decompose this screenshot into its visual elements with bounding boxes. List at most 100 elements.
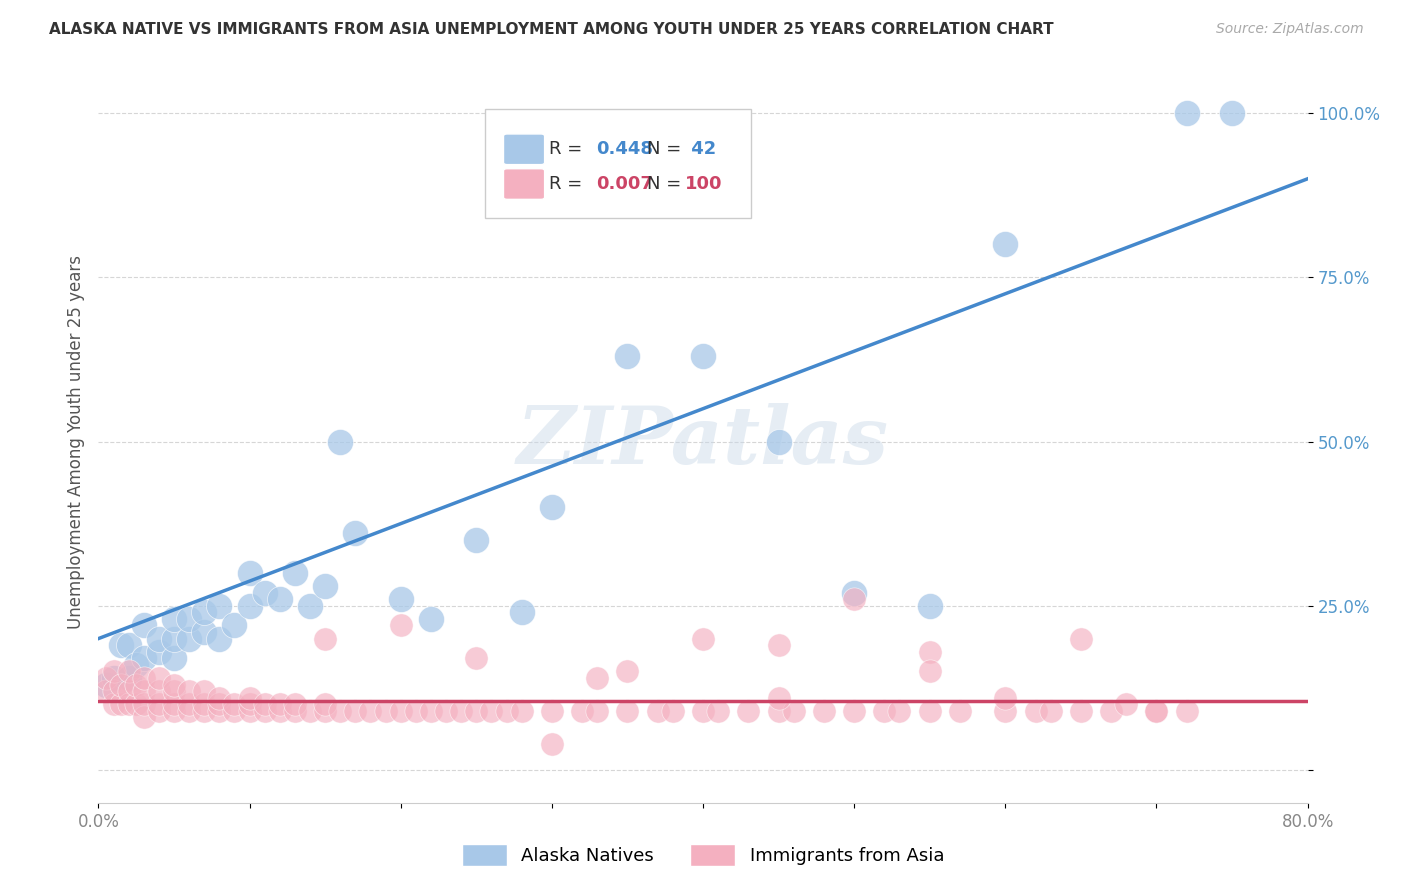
Point	[125, 657, 148, 672]
Point	[692, 349, 714, 363]
Point	[616, 349, 638, 363]
Point	[103, 684, 125, 698]
Point	[450, 704, 472, 718]
Point	[329, 434, 352, 449]
Point	[661, 704, 683, 718]
Point	[1099, 704, 1122, 718]
Point	[94, 684, 117, 698]
Point	[586, 671, 609, 685]
Point	[179, 698, 201, 712]
Point	[148, 698, 170, 712]
Point	[132, 618, 155, 632]
Point	[495, 704, 517, 718]
Point	[540, 704, 562, 718]
Point	[132, 684, 155, 698]
Point	[208, 698, 231, 712]
Point	[586, 704, 609, 718]
Point	[179, 704, 201, 718]
Point	[389, 704, 412, 718]
Point	[540, 737, 562, 751]
Point	[193, 605, 215, 619]
Point	[374, 704, 396, 718]
Point	[239, 599, 262, 613]
Text: Source: ZipAtlas.com: Source: ZipAtlas.com	[1216, 22, 1364, 37]
Point	[224, 698, 246, 712]
Point	[707, 704, 730, 718]
Point	[813, 704, 835, 718]
Point	[253, 585, 276, 599]
Point	[148, 704, 170, 718]
Point	[118, 638, 141, 652]
Legend: Alaska Natives, Immigrants from Asia: Alaska Natives, Immigrants from Asia	[454, 837, 952, 873]
Point	[118, 665, 141, 679]
Text: R =: R =	[550, 175, 589, 193]
Point	[465, 533, 488, 547]
Point	[284, 566, 307, 580]
Point	[314, 579, 336, 593]
Point	[269, 698, 291, 712]
Point	[208, 690, 231, 705]
Point	[103, 671, 125, 685]
Point	[208, 632, 231, 646]
Point	[768, 704, 790, 718]
Point	[616, 704, 638, 718]
Point	[873, 704, 896, 718]
Point	[179, 612, 201, 626]
Point	[103, 698, 125, 712]
Point	[118, 684, 141, 698]
Point	[994, 237, 1017, 252]
Point	[1144, 704, 1167, 718]
Point	[389, 592, 412, 607]
Point	[510, 605, 533, 619]
Point	[163, 698, 186, 712]
Point	[918, 645, 941, 659]
Point	[125, 698, 148, 712]
Point	[94, 671, 117, 685]
Text: 100: 100	[685, 175, 723, 193]
Point	[132, 651, 155, 665]
Point	[148, 684, 170, 698]
Point	[284, 698, 307, 712]
Point	[110, 677, 132, 691]
Point	[179, 684, 201, 698]
Point	[193, 698, 215, 712]
Point	[616, 665, 638, 679]
Point	[314, 632, 336, 646]
Point	[692, 632, 714, 646]
Point	[269, 592, 291, 607]
Point	[540, 500, 562, 515]
Point	[510, 704, 533, 718]
Point	[163, 632, 186, 646]
Point	[768, 434, 790, 449]
Point	[314, 698, 336, 712]
Point	[768, 690, 790, 705]
Point	[329, 704, 352, 718]
Text: ZIPatlas: ZIPatlas	[517, 403, 889, 480]
Point	[193, 684, 215, 698]
Point	[103, 665, 125, 679]
Point	[253, 698, 276, 712]
Point	[239, 690, 262, 705]
Point	[389, 618, 412, 632]
Point	[844, 704, 866, 718]
Point	[239, 698, 262, 712]
Point	[314, 704, 336, 718]
Point	[1175, 106, 1198, 120]
Point	[224, 704, 246, 718]
Point	[1175, 704, 1198, 718]
Point	[692, 704, 714, 718]
Point	[224, 618, 246, 632]
Point	[1039, 704, 1062, 718]
Point	[148, 632, 170, 646]
Point	[125, 677, 148, 691]
Point	[208, 704, 231, 718]
Point	[299, 599, 322, 613]
Text: 0.007: 0.007	[596, 175, 654, 193]
Text: 42: 42	[685, 140, 716, 158]
Point	[118, 671, 141, 685]
Point	[994, 690, 1017, 705]
Point	[420, 612, 443, 626]
Text: ALASKA NATIVE VS IMMIGRANTS FROM ASIA UNEMPLOYMENT AMONG YOUTH UNDER 25 YEARS CO: ALASKA NATIVE VS IMMIGRANTS FROM ASIA UN…	[49, 22, 1054, 37]
Point	[344, 704, 367, 718]
Point	[239, 566, 262, 580]
